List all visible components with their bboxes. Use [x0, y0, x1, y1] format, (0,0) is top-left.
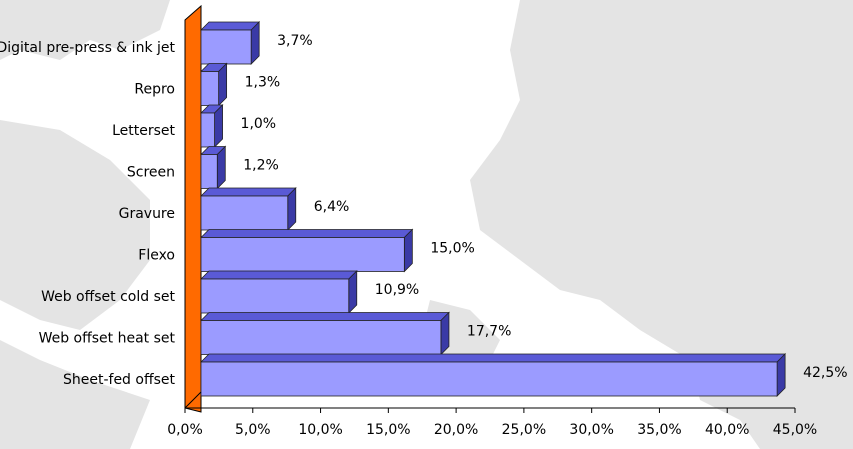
bar: [200, 237, 405, 272]
category-label: Letterset: [112, 123, 175, 139]
bar-group: Digital pre-press & ink jet 3,7%: [0, 21, 313, 65]
x-tick-label: 5,0%: [235, 422, 271, 438]
bar-top: [200, 270, 358, 280]
data-label: 10,9%: [375, 282, 419, 298]
axis-depth-line: [184, 391, 202, 409]
x-tick-label: 35,0%: [637, 422, 681, 438]
bar: [200, 361, 778, 397]
x-tick-label: 10,0%: [298, 422, 342, 438]
data-label: 1,3%: [245, 75, 281, 91]
x-tick-label: 45,0%: [773, 422, 817, 438]
bar: [200, 154, 218, 189]
map-shape: [0, 0, 170, 60]
bar-group: Flexo 15,0%: [138, 228, 475, 273]
bar: [200, 29, 252, 65]
bar-top: [200, 353, 787, 363]
bar: [200, 195, 289, 231]
data-label: 6,4%: [314, 199, 350, 215]
bar-side: [250, 21, 260, 65]
bar-group: Sheet-fed offset 42,5%: [63, 353, 848, 397]
bar: [200, 71, 220, 106]
bar-top: [200, 21, 261, 31]
bars-layer: Digital pre-press & ink jet 3,7% Repro 1,3%…: [0, 21, 848, 397]
side-wall: [184, 4, 202, 413]
bar-top: [200, 312, 450, 321]
bar-group: Web offset cold set 10,9%: [41, 270, 419, 314]
data-label: 17,7%: [467, 324, 511, 340]
bar: [200, 320, 442, 355]
data-label: 15,0%: [430, 241, 474, 257]
category-label: Web offset cold set: [41, 289, 175, 305]
category-label: Web offset heat set: [39, 331, 176, 347]
bar-side: [348, 270, 358, 314]
data-label: 42,5%: [803, 365, 847, 381]
category-label: Screen: [127, 165, 175, 181]
category-label: Flexo: [138, 248, 175, 264]
x-tick-label: 25,0%: [502, 422, 546, 438]
data-label: 1,2%: [243, 158, 279, 174]
bar-group: Screen 1,2%: [127, 145, 279, 190]
data-label: 3,7%: [277, 33, 313, 49]
bar-group: Gravure 6,4%: [119, 187, 350, 231]
bar-side: [218, 62, 228, 107]
bar-side: [403, 228, 413, 273]
x-tick-label: 20,0%: [434, 422, 478, 438]
category-label: Sheet-fed offset: [63, 372, 176, 388]
map-shape: [0, 120, 150, 330]
map-shape: [470, 0, 853, 449]
x-tick-label: 40,0%: [705, 422, 749, 438]
bar-side: [214, 104, 223, 148]
bar: [200, 112, 215, 148]
chart-wall: [184, 4, 202, 413]
data-label: 1,0%: [241, 116, 277, 132]
bar-group: Letterset 1,0%: [112, 104, 277, 148]
bar-group: Web offset heat set 17,7%: [39, 311, 511, 356]
category-label: Repro: [134, 82, 175, 98]
x-tick-label: 15,0%: [366, 422, 410, 438]
bar-top: [200, 187, 297, 197]
x-tick-label: 30,0%: [569, 422, 613, 438]
x-tick-label: 0,0%: [167, 422, 203, 438]
bar-side: [216, 145, 226, 190]
map-shape: [0, 340, 150, 449]
bar-side: [287, 187, 297, 231]
x-axis: 0,0% 5,0% 10,0% 15,0% 20,0% 25,0% 30,0% 35,0% 40…: [167, 391, 817, 438]
bar-group: Repro 1,3%: [134, 62, 281, 107]
bar-side: [776, 353, 786, 397]
category-label: Digital pre-press & ink jet: [0, 40, 176, 56]
bar-top: [200, 229, 414, 238]
category-label: Gravure: [119, 206, 175, 222]
bar: [200, 278, 350, 314]
bar-side: [440, 311, 450, 356]
